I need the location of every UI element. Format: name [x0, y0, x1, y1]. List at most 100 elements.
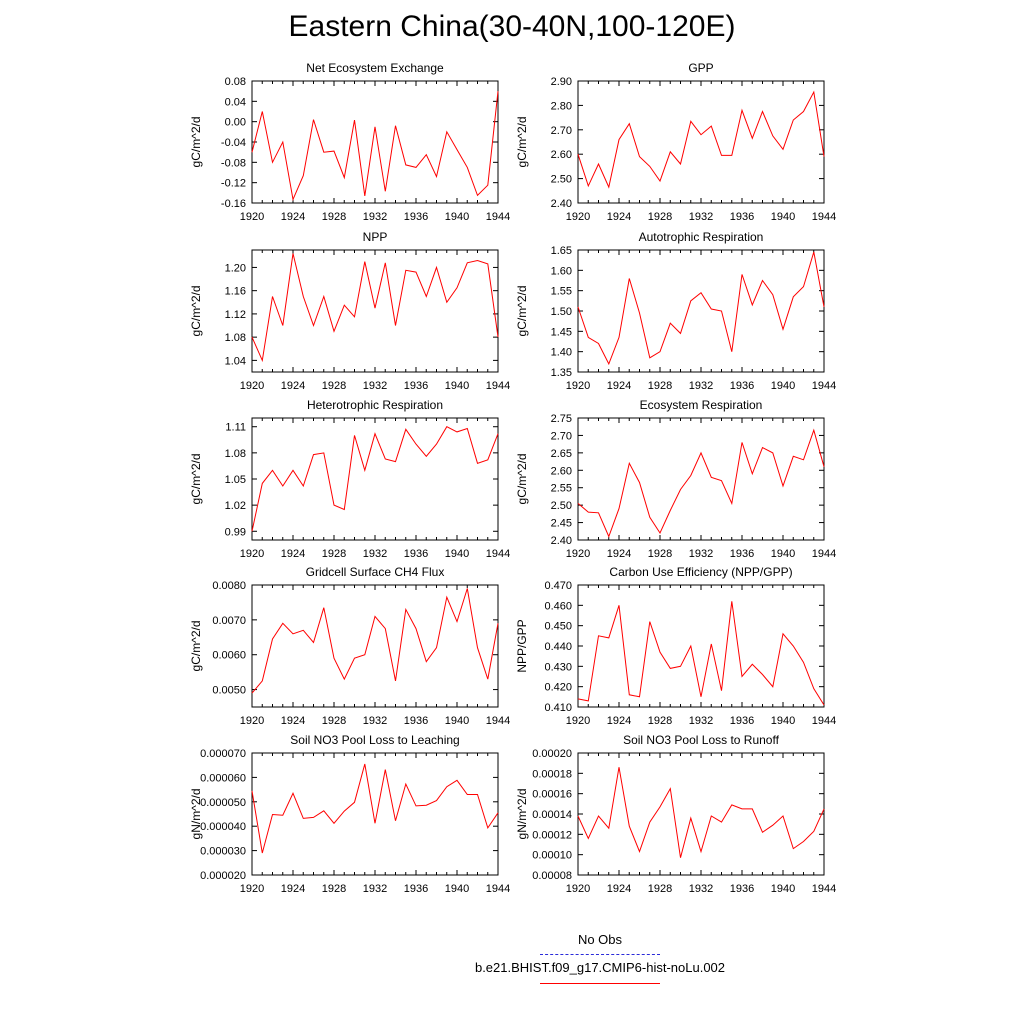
panel-title: Autotrophic Respiration	[639, 230, 764, 244]
x-tick-label: 1924	[607, 548, 631, 560]
y-tick-label: 0.00	[225, 117, 246, 129]
x-tick-label: 1920	[566, 883, 590, 895]
x-tick-label: 1924	[281, 380, 305, 392]
y-tick-label: 0.00010	[532, 850, 572, 862]
x-tick-label: 1924	[281, 715, 305, 727]
x-tick-label: 1932	[689, 211, 713, 223]
x-tick-label: 1932	[689, 715, 713, 727]
series-line	[251, 763, 499, 854]
panel-title: Ecosystem Respiration	[640, 398, 763, 412]
x-tick-label: 1936	[730, 548, 754, 560]
y-axis-label: gN/m^2/d	[189, 789, 203, 840]
panel-title: Net Ecosystem Exchange	[306, 61, 444, 75]
y-axis-label: gC/m^2/d	[189, 454, 203, 505]
y-tick-label: 1.60	[551, 265, 572, 277]
page-title: Eastern China(30-40N,100-120E)	[288, 10, 736, 43]
y-tick-label: 0.00014	[532, 809, 572, 821]
y-tick-label: 0.00018	[532, 768, 572, 780]
x-tick-label: 1924	[281, 883, 305, 895]
x-tick-label: 1940	[445, 380, 469, 392]
plot-frame	[577, 584, 825, 708]
chart-panel: NPP gC/m^2/d 1920 1924 1928 1932 1936 1940 1944 1…	[189, 230, 510, 392]
y-tick-label: 1.55	[551, 286, 572, 298]
y-tick-label: 0.08	[225, 76, 246, 88]
y-tick-label: 0.460	[544, 600, 572, 612]
x-tick-label: 1940	[445, 548, 469, 560]
x-tick-label: 1932	[363, 883, 387, 895]
series-line	[251, 91, 499, 202]
plot-frame	[577, 752, 825, 876]
x-tick-label: 1928	[648, 380, 672, 392]
x-tick-label: 1928	[648, 715, 672, 727]
y-tick-label: 0.0070	[212, 615, 246, 627]
y-tick-label: 2.45	[551, 518, 572, 530]
y-axis-label: gC/m^2/d	[515, 286, 529, 337]
x-tick-label: 1936	[404, 380, 428, 392]
x-tick-label: 1940	[445, 211, 469, 223]
x-tick-label: 1944	[812, 211, 836, 223]
x-tick-label: 1932	[363, 211, 387, 223]
x-tick-label: 1932	[363, 548, 387, 560]
y-tick-label: 0.000050	[200, 797, 246, 809]
y-tick-label: 0.00020	[532, 748, 572, 760]
y-tick-label: -0.08	[221, 157, 246, 169]
x-tick-label: 1920	[240, 211, 264, 223]
x-tick-label: 1936	[404, 211, 428, 223]
y-tick-label: 0.0080	[212, 580, 246, 592]
y-tick-label: 2.50	[551, 174, 572, 186]
x-tick-label: 1928	[322, 380, 346, 392]
x-tick-label: 1944	[486, 380, 510, 392]
x-tick-label: 1928	[648, 548, 672, 560]
x-tick-label: 1928	[322, 211, 346, 223]
panel-title: GPP	[688, 61, 713, 75]
y-tick-label: 1.08	[225, 332, 246, 344]
y-tick-label: 0.470	[544, 580, 572, 592]
y-tick-label: 0.000040	[200, 821, 246, 833]
x-tick-label: 1940	[771, 211, 795, 223]
y-tick-label: 0.00012	[532, 829, 572, 841]
x-tick-label: 1932	[363, 380, 387, 392]
plot-frame	[577, 417, 825, 541]
plot-frame	[251, 80, 499, 204]
x-tick-label: 1940	[771, 715, 795, 727]
x-tick-label: 1936	[404, 883, 428, 895]
x-tick-label: 1920	[240, 715, 264, 727]
y-tick-label: 0.99	[225, 526, 246, 538]
x-tick-label: 1920	[566, 548, 590, 560]
plot-frame	[577, 249, 825, 373]
y-tick-label: 1.50	[551, 306, 572, 318]
panel-title: Soil NO3 Pool Loss to Runoff	[623, 733, 780, 747]
x-tick-label: 1928	[648, 211, 672, 223]
y-tick-label: 0.420	[544, 682, 572, 694]
x-tick-label: 1932	[689, 883, 713, 895]
x-tick-label: 1944	[812, 715, 836, 727]
x-tick-label: 1924	[607, 380, 631, 392]
x-tick-label: 1940	[445, 883, 469, 895]
x-tick-label: 1944	[486, 211, 510, 223]
x-tick-label: 1936	[404, 548, 428, 560]
legend-obs-line	[540, 954, 660, 955]
plot-frame	[577, 80, 825, 204]
y-axis-label: gC/m^2/d	[515, 117, 529, 168]
y-tick-label: 2.50	[551, 500, 572, 512]
chart-panel: Carbon Use Efficiency (NPP/GPP) NPP/GPP 19…	[515, 565, 836, 727]
y-tick-label: 2.90	[551, 76, 572, 88]
y-tick-label: 1.12	[225, 309, 246, 321]
x-tick-label: 1920	[240, 883, 264, 895]
y-tick-label: 1.05	[225, 474, 246, 486]
y-tick-label: 1.02	[225, 500, 246, 512]
y-axis-label: gC/m^2/d	[515, 454, 529, 505]
y-tick-label: 2.70	[551, 125, 572, 137]
y-tick-label: 1.35	[551, 367, 572, 379]
y-tick-label: 0.0050	[212, 685, 246, 697]
panel-title: NPP	[363, 230, 388, 244]
y-tick-label: 1.20	[225, 262, 246, 274]
panel-title: Carbon Use Efficiency (NPP/GPP)	[609, 565, 792, 579]
x-tick-label: 1920	[566, 380, 590, 392]
y-axis-label: NPP/GPP	[515, 619, 529, 672]
y-tick-label: 1.45	[551, 326, 572, 338]
y-tick-label: 2.70	[551, 430, 572, 442]
x-tick-label: 1940	[771, 883, 795, 895]
y-tick-label: 0.440	[544, 641, 572, 653]
